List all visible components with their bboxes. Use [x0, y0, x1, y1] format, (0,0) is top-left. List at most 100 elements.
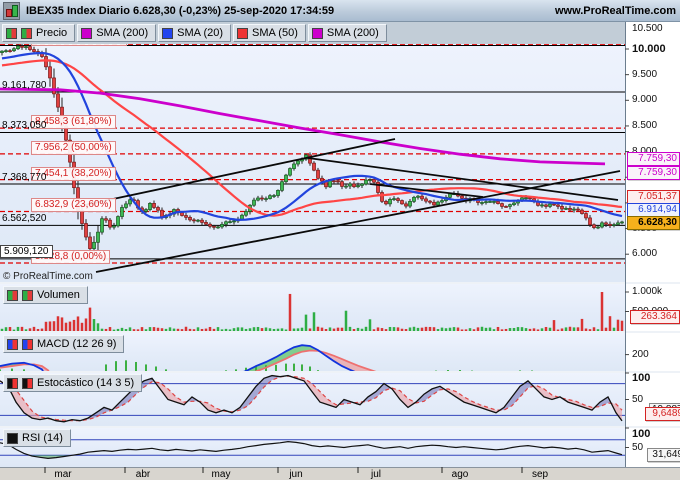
- volume-panel: [0, 284, 625, 331]
- panel-separator[interactable]: [0, 282, 680, 284]
- stoch-tick-label: 50: [632, 393, 644, 405]
- price-layer: [0, 44, 625, 273]
- trend-line: [307, 157, 619, 201]
- rsi-value-box: 31,649: [647, 448, 680, 462]
- series-color-icon: [7, 432, 18, 444]
- fib-label: 6.832,9 (23,60%): [31, 198, 116, 213]
- series-color-icon: [311, 27, 323, 39]
- axis-value-box: 7.759,30: [627, 166, 680, 180]
- volume-tick-label: 1.000k: [632, 286, 663, 297]
- series-color-icon: [21, 27, 32, 39]
- rsi-tick-label: 100: [632, 428, 651, 440]
- legend-button-volume[interactable]: Volumen: [3, 286, 88, 304]
- price-tick-label: 9.000: [632, 94, 658, 106]
- macd-legend-wrap: MACD (12 26 9): [3, 335, 125, 355]
- price-axis-column[interactable]: [625, 22, 680, 467]
- panel-separator[interactable]: [0, 426, 680, 428]
- price-level-label: 5.909,120: [0, 244, 53, 258]
- sma20-line: [1, 51, 623, 222]
- time-axis[interactable]: [0, 467, 680, 480]
- series-color-icon: [22, 338, 33, 350]
- price-tick-label: 9.500: [632, 68, 658, 80]
- rsi-line: [0, 440, 623, 460]
- legend-button-sma-50-[interactable]: SMA (50): [233, 24, 306, 42]
- trend-line: [84, 138, 396, 206]
- legend-label: RSI (14): [22, 432, 63, 444]
- macd-layer: [0, 344, 533, 371]
- series-color-icon: [7, 289, 18, 301]
- month-label: ago: [451, 469, 469, 480]
- stoch-tick-label: 100: [632, 372, 651, 384]
- macd-signal-line: [0, 349, 377, 371]
- fib-label: 7.454,1 (38,20%): [31, 166, 116, 181]
- month-label: jul: [370, 469, 382, 480]
- price-level-label: 9.161,780: [2, 80, 47, 91]
- price-tick-label: 10.500: [632, 23, 663, 34]
- volume-value-box: 263.364: [630, 310, 680, 324]
- legend-button-precio[interactable]: Precio: [2, 24, 76, 42]
- price-level-label: 7.368,770: [2, 171, 47, 183]
- legend-label: Estocástico (14 3 5): [37, 377, 135, 389]
- month-label: abr: [135, 469, 151, 480]
- legend-label: Precio: [36, 27, 68, 39]
- stoch-d-line: [0, 375, 623, 422]
- legend-label: SMA (200): [96, 27, 149, 39]
- trend-line: [369, 183, 484, 198]
- fib-label: 8.458,3 (61,80%): [31, 115, 116, 130]
- legend-label: MACD (12 26 9): [37, 338, 117, 350]
- price-level-label: 8.373,050: [2, 120, 47, 132]
- legend-button-macd[interactable]: MACD (12 26 9): [3, 335, 125, 353]
- rsi-legend-wrap: RSI (14): [3, 429, 71, 449]
- axis-value-box: 7.759,30: [627, 152, 680, 166]
- month-label: may: [211, 469, 231, 480]
- month-label: jun: [289, 469, 303, 480]
- prorealtime-url: www.ProRealTime.com: [554, 4, 676, 17]
- axis-value-box: 7.051,37: [627, 190, 680, 204]
- panel-separator[interactable]: [0, 371, 680, 373]
- price-tick-label: 6.000: [632, 248, 658, 260]
- legend-label: SMA (20): [177, 27, 224, 39]
- legend-label: Volumen: [37, 289, 80, 301]
- axis-value-box: 6.628,30: [627, 216, 680, 230]
- legend-button-sma-200-[interactable]: SMA (200): [307, 24, 387, 42]
- legend-button-sma-200-[interactable]: SMA (200): [77, 24, 157, 42]
- rsi-panel: [0, 428, 625, 467]
- price-tick-label: 10.000: [632, 43, 666, 55]
- stochastic-legend-wrap: Estocástico (14 3 5): [3, 374, 143, 394]
- series-color-icon: [81, 27, 93, 39]
- candlestick-logo-icon: [3, 1, 20, 20]
- axis-value-box: 6.914,94: [627, 203, 680, 217]
- stoch-k-line: [0, 374, 623, 423]
- legend-button-sma-20-[interactable]: SMA (20): [158, 24, 232, 42]
- volume-legend-wrap: Volumen: [3, 286, 88, 306]
- series-color-icon: [22, 377, 33, 389]
- sma200-line: [0, 87, 606, 166]
- rsi-tick-label: 50: [632, 441, 644, 453]
- series-color-icon: [237, 27, 249, 39]
- fib-label: 7.956,2 (50,00%): [31, 140, 116, 155]
- legend-button-stochastic[interactable]: Estocástico (14 3 5): [3, 374, 143, 392]
- series-color-icon: [6, 27, 17, 39]
- price-level-label: 6.562,520: [2, 213, 47, 225]
- rsi-layer: [0, 439, 625, 460]
- panel-separator[interactable]: [0, 331, 680, 333]
- legend-button-rsi[interactable]: RSI (14): [3, 429, 71, 447]
- stoch-value-box: 9,6489: [645, 407, 680, 421]
- price-tick-label: 8.000: [632, 146, 657, 157]
- series-color-icon: [7, 377, 18, 389]
- chart-title: IBEX35 Index Diario 6.628,30 (-0,23%) 25…: [26, 4, 335, 17]
- series-color-icon: [22, 289, 33, 301]
- title-bar: IBEX35 Index Diario 6.628,30 (-0,23%) 25…: [0, 0, 680, 22]
- month-label: mar: [54, 469, 72, 480]
- legend-label: SMA (50): [252, 27, 298, 39]
- price-tick-label: 8.500: [632, 119, 658, 131]
- month-label: sep: [531, 469, 549, 480]
- series-color-icon: [162, 27, 174, 39]
- indicator-legend-bar: Precio SMA (200) SMA (20) SMA (50) SMA (200): [0, 22, 625, 44]
- sma50-line: [1, 59, 623, 217]
- legend-label: SMA (200): [326, 27, 379, 39]
- series-color-icon: [7, 338, 18, 350]
- macd-tick-label: 200: [632, 348, 649, 360]
